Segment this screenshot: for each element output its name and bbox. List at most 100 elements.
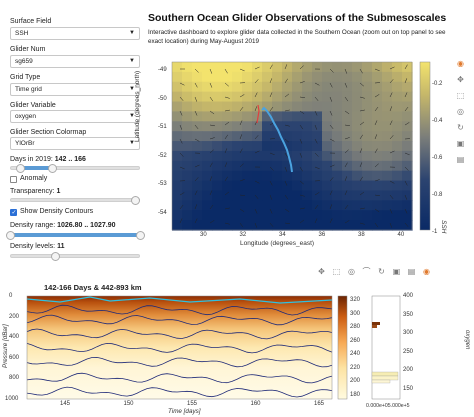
heatmap-cell	[282, 62, 293, 73]
heatmap-cell	[322, 71, 333, 83]
wheel-zoom-icon[interactable]: ◎	[348, 267, 355, 276]
heatmap-cell	[202, 62, 213, 73]
velocity-arrow	[224, 109, 230, 112]
box-zoom-icon[interactable]: ⬚	[456, 91, 465, 100]
save-icon[interactable]: ▣	[392, 267, 401, 276]
heatmap-cell	[222, 62, 233, 73]
velocity-arrow	[329, 68, 334, 73]
heatmap-cell	[202, 180, 213, 192]
heatmap-cell	[312, 160, 323, 172]
heatmap-cell	[342, 101, 353, 113]
velocity-arrow	[359, 68, 363, 74]
box-zoom-icon[interactable]: ⬚	[332, 267, 341, 276]
velocity-arrow	[179, 204, 184, 210]
velocity-arrow	[239, 134, 243, 140]
heatmap-cell	[312, 62, 323, 73]
glider-variable-select[interactable]: oxygen ▼	[10, 110, 140, 123]
heatmap-cell	[262, 111, 273, 122]
density-range-slider-handle-start[interactable]	[5, 230, 15, 240]
mixed-layer-line	[26, 296, 333, 304]
section-colormap-select[interactable]: YlOrBr ▼	[10, 137, 140, 150]
heatmap-cell	[362, 111, 373, 122]
color-wheel-icon[interactable]: ◉	[457, 59, 464, 68]
heatmap-cell	[272, 210, 283, 221]
hover-icon[interactable]: ▤	[456, 155, 465, 164]
heatmap-cell	[222, 160, 233, 172]
heatmap-cell	[222, 71, 233, 83]
heatmap-cell	[182, 121, 193, 132]
heatmap-cell	[282, 200, 293, 211]
density-levels-slider-handle[interactable]	[51, 251, 60, 261]
heatmap-cell	[382, 160, 393, 172]
velocity-arrow	[179, 138, 183, 144]
heatmap-cell	[392, 111, 403, 122]
heatmap-cell	[202, 141, 213, 152]
pan-icon[interactable]: ✥	[318, 267, 325, 276]
heatmap-cell	[352, 170, 363, 182]
save-icon[interactable]: ▣	[456, 139, 465, 148]
velocity-arrow	[239, 94, 245, 98]
heatmap-cell	[322, 91, 333, 103]
heatmap-cell	[342, 170, 353, 182]
days-slider-handle-end[interactable]	[48, 163, 58, 173]
heatmap-cell	[232, 91, 243, 103]
color-wheel-icon[interactable]: ◉	[423, 267, 430, 276]
heatmap-cell	[172, 111, 183, 122]
transparency-value: 1	[56, 188, 61, 195]
heatmap-cell	[282, 81, 293, 93]
heatmap-cell	[192, 180, 203, 192]
anomaly-checkbox[interactable]	[10, 176, 17, 183]
heatmap-cell	[232, 111, 243, 122]
density-levels-slider-track[interactable]	[10, 254, 140, 258]
hover-icon[interactable]: ▤	[407, 267, 416, 276]
reset-icon[interactable]: ↻	[378, 267, 385, 276]
heatmap-cell	[342, 81, 353, 93]
transparency-slider-track[interactable]	[10, 198, 140, 202]
velocity-arrow	[239, 194, 245, 196]
heatmap-cell	[172, 160, 183, 172]
density-contour	[26, 356, 333, 368]
velocity-arrow	[254, 222, 258, 228]
days-slider-handle-start[interactable]	[15, 163, 25, 173]
velocity-arrow	[389, 79, 394, 84]
heatmap-cell	[322, 81, 333, 93]
reset-icon[interactable]: ↻	[457, 123, 464, 132]
heatmap-cell	[402, 210, 413, 221]
grid-type-select[interactable]: Time grid ▼	[10, 83, 140, 96]
heatmap-cell	[232, 160, 243, 172]
heatmap-cell	[252, 141, 263, 152]
heatmap-cell	[262, 220, 273, 231]
pan-icon[interactable]: ✥	[457, 75, 464, 84]
glider-num-select[interactable]: sg659 ▼	[10, 55, 140, 68]
days-slider-range	[20, 166, 53, 170]
heatmap-cell	[212, 71, 223, 83]
transparency-slider-handle[interactable]	[131, 195, 140, 205]
heatmap-cell	[322, 160, 333, 172]
velocity-arrow	[224, 176, 228, 182]
heatmap-cell	[212, 190, 223, 201]
heatmap-cell	[372, 160, 383, 172]
heatmap-cell	[272, 160, 283, 172]
heatmap-cell	[362, 81, 373, 93]
density-levels-label-text: Density levels:	[10, 243, 58, 250]
surface-field-select[interactable]: SSH ▼	[10, 27, 140, 40]
days-slider-track[interactable]	[10, 166, 140, 170]
heatmap-cell	[392, 160, 403, 172]
show-contours-checkbox[interactable]	[10, 209, 17, 216]
velocity-arrow	[224, 82, 229, 87]
density-range-slider-handle-end[interactable]	[135, 230, 145, 240]
wheel-zoom-icon[interactable]: ◎	[457, 107, 464, 116]
heatmap-cell	[242, 111, 253, 122]
heatmap-cell	[272, 190, 283, 201]
heatmap-cell	[172, 131, 183, 142]
surface-map-plot[interactable]	[140, 55, 460, 255]
heatmap-cell	[212, 180, 223, 192]
velocity-arrow	[344, 190, 348, 196]
heatmap-cell	[392, 131, 403, 142]
heatmap-cell	[262, 200, 273, 211]
glider-section-plot[interactable]	[0, 290, 474, 417]
histogram-bar	[371, 379, 391, 384]
velocity-arrow	[284, 222, 290, 224]
lasso-icon[interactable]: ⌒	[362, 267, 371, 276]
heatmap-cell	[312, 91, 323, 103]
